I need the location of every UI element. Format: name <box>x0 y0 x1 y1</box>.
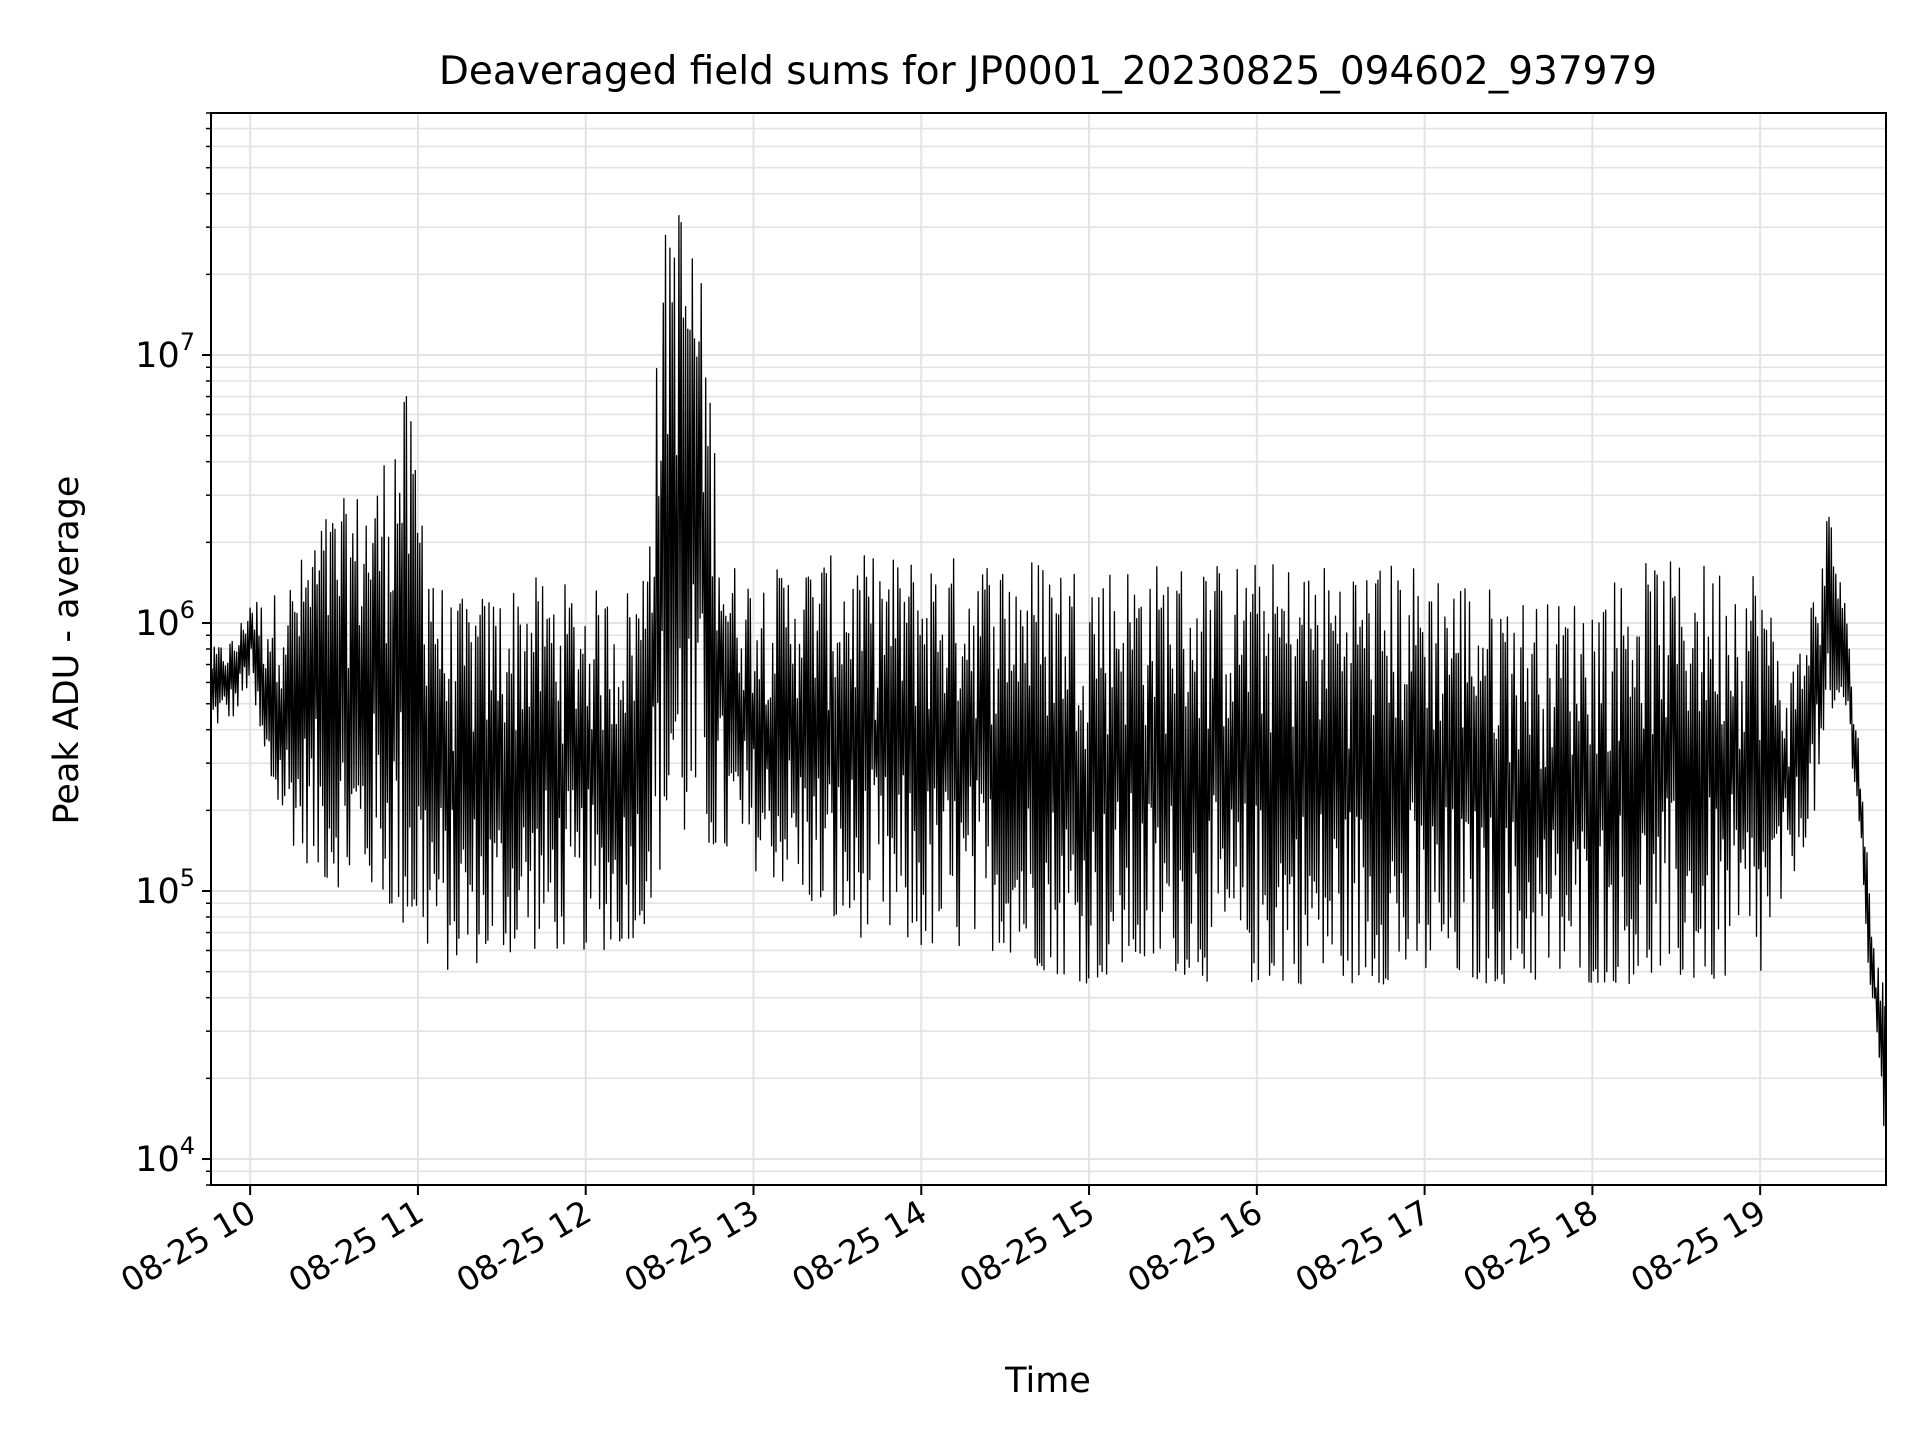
y-tick-label: 107 <box>135 328 195 376</box>
y-tick-base: 10 <box>135 604 180 644</box>
y-tick-label: 105 <box>135 864 195 912</box>
x-axis-label: Time <box>1004 1361 1091 1401</box>
y-tick-base: 10 <box>135 336 180 376</box>
y-tick-base: 10 <box>135 1140 180 1180</box>
y-tick-base: 10 <box>135 872 180 912</box>
series-line <box>210 214 1887 1152</box>
y-tick-label: 106 <box>135 596 195 644</box>
y-tick-exponent: 6 <box>180 596 195 624</box>
y-axis-label: Peak ADU - average <box>47 476 87 825</box>
y-tick-exponent: 7 <box>180 328 195 356</box>
data-line-layer <box>210 214 1887 1152</box>
chart-title: Deaveraged field sums for JP0001_2023082… <box>439 49 1657 94</box>
y-tick-exponent: 4 <box>180 1132 195 1160</box>
y-tick-exponent: 5 <box>180 864 195 892</box>
y-tick-label: 104 <box>135 1132 195 1180</box>
